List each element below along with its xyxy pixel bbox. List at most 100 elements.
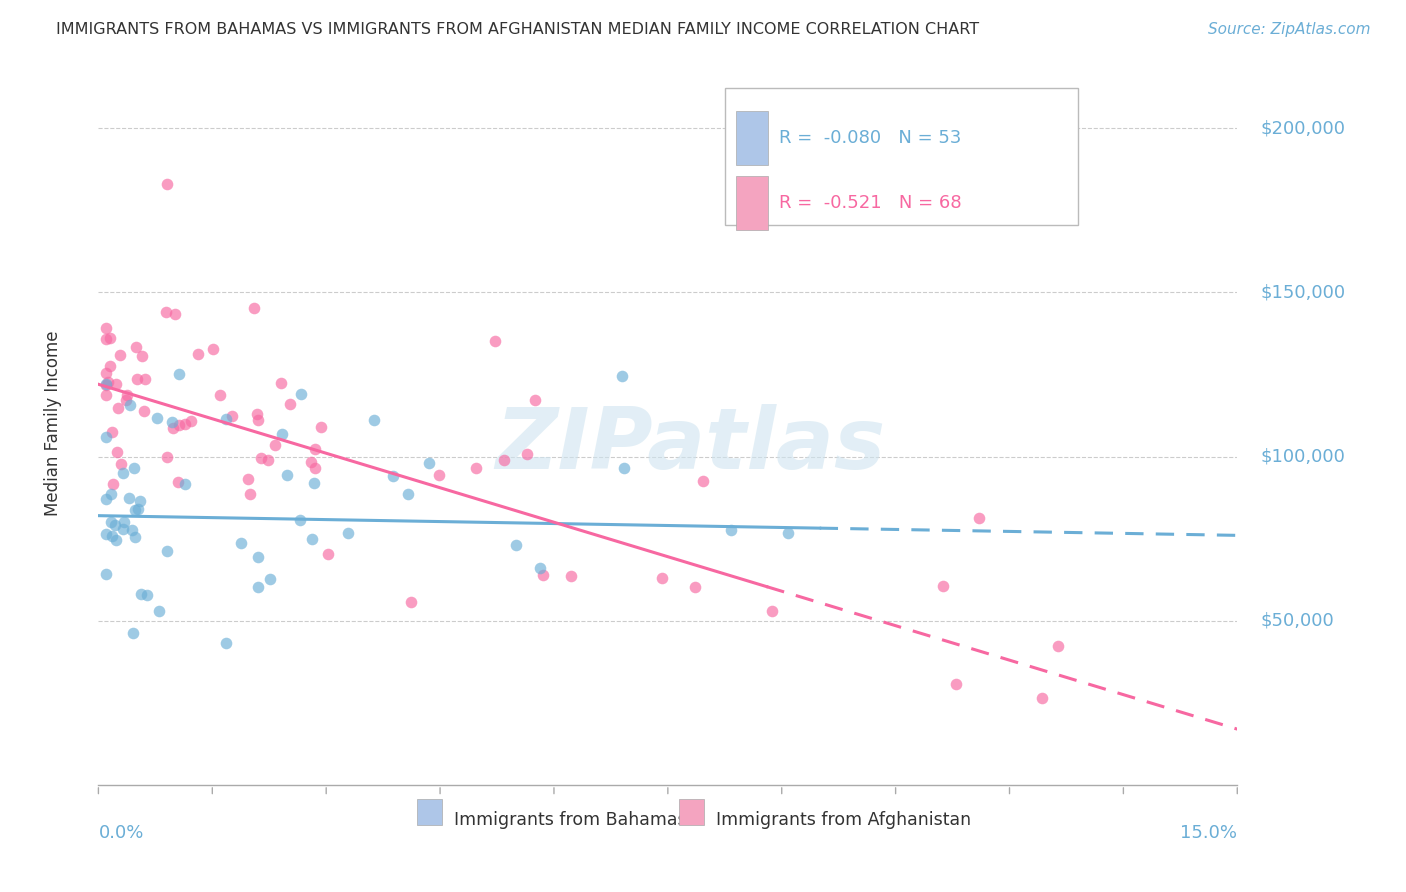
Point [127,502,149,516]
Point [101,476,124,491]
Point [94,567,117,582]
Bar [737,112,768,165]
Point [160,416,183,430]
Point [104,377,127,392]
Point [94,492,117,507]
Point [94,332,117,346]
Point [516,447,538,461]
Text: $50,000: $50,000 [1260,612,1334,630]
Point [124,530,146,544]
Point [105,533,128,548]
Point [301,532,323,546]
Point [1031,691,1053,706]
Point [136,588,159,602]
Point [399,595,422,609]
Point [202,342,225,356]
Bar [418,799,443,825]
Point [229,536,252,550]
Point [221,409,243,423]
Text: R =  -0.521   N = 68: R = -0.521 N = 68 [779,194,962,212]
Point [776,525,799,540]
Point [613,460,636,475]
Point [167,417,190,432]
Point [302,476,325,491]
Point [215,636,238,650]
Point [124,461,146,475]
Point [761,603,783,617]
Text: Immigrants from Afghanistan: Immigrants from Afghanistan [716,811,970,829]
FancyBboxPatch shape [725,87,1078,225]
Point [122,626,145,640]
Point [250,451,273,466]
Point [174,417,197,431]
Point [381,469,404,483]
Point [105,444,128,458]
Text: Source: ZipAtlas.com: Source: ZipAtlas.com [1208,22,1371,37]
Text: IMMIGRANTS FROM BAHAMAS VS IMMIGRANTS FROM AFGHANISTAN MEDIAN FAMILY INCOME CORR: IMMIGRANTS FROM BAHAMAS VS IMMIGRANTS FR… [56,22,980,37]
Point [263,438,285,452]
Text: 15.0%: 15.0% [1180,824,1237,842]
Text: ZIPatlas: ZIPatlas [495,404,886,487]
Point [101,528,124,542]
Point [256,452,278,467]
Point [270,426,292,441]
Text: R =  -0.080   N = 53: R = -0.080 N = 53 [779,129,962,147]
Point [131,349,153,363]
Point [156,177,179,191]
Point [98,331,121,345]
Point [127,372,149,386]
Point [246,408,269,422]
Point [337,525,360,540]
Point [125,340,148,354]
Point [299,455,322,469]
Point [304,461,326,475]
Point [94,430,117,444]
Point [94,321,117,335]
Point [134,404,156,418]
Point [259,572,281,586]
Text: Immigrants from Bahamas: Immigrants from Bahamas [454,811,686,829]
Point [165,307,187,321]
Point [363,413,385,427]
Text: $150,000: $150,000 [1260,284,1346,301]
Point [246,412,269,426]
Point [115,388,138,402]
Point [239,487,262,501]
Point [112,516,135,530]
Point [945,677,967,691]
Point [124,502,146,516]
Point [683,580,706,594]
Point [246,581,269,595]
Point [612,369,634,384]
Point [278,397,301,411]
Point [304,442,326,456]
Point [100,516,122,530]
Point [720,523,742,537]
Point [692,474,714,488]
Point [484,334,506,348]
Point [505,538,527,552]
Point [524,392,547,407]
Point [107,401,129,416]
Point [180,414,202,428]
Text: $100,000: $100,000 [1260,448,1346,466]
Point [156,544,179,558]
Point [215,412,238,426]
Point [94,377,117,392]
Point [111,466,134,480]
Point [396,486,419,500]
Point [1046,639,1069,653]
Point [94,366,117,380]
Point [104,517,127,532]
Point [529,560,551,574]
Point [209,387,232,401]
Point [100,359,122,373]
Point [118,491,141,506]
Point [560,569,582,583]
Point [114,392,136,407]
Point [120,398,142,412]
Point [121,523,143,537]
Point [146,411,169,425]
Point [100,487,122,501]
Text: Median Family Income: Median Family Income [44,331,62,516]
